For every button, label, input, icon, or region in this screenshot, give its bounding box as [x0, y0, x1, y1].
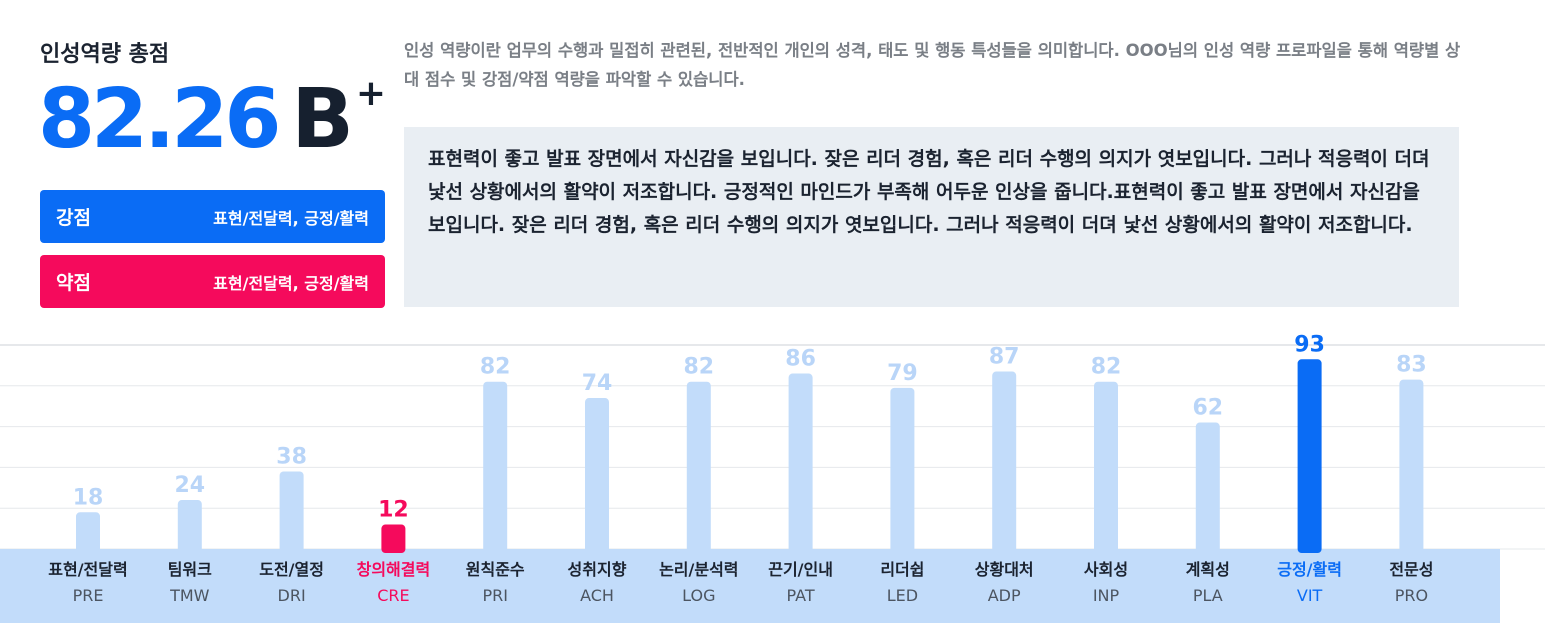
competency-bar-chart: 18 표현/전달력 PRE 24 팀워크 TMW 38 도전/열정 DRI 12 창의해결력 CRE 8… — [0, 332, 1545, 623]
category-code-label: CRE — [377, 586, 409, 605]
category-label: 리더쉽 — [880, 560, 924, 579]
bar — [686, 381, 711, 553]
bar — [992, 371, 1017, 553]
bar — [1297, 359, 1322, 553]
bar-value-label: 86 — [785, 347, 816, 372]
category-label: 상황대처 — [975, 560, 1034, 579]
category-code-label: PAT — [787, 586, 815, 605]
weakness-badge: 약점 표현/전달력, 긍정/활력 — [40, 255, 385, 308]
category-label: 표현/전달력 — [48, 560, 127, 579]
summary-text: 표현력이 좋고 발표 장면에서 자신감을 보입니다. 잦은 리더 경험, 혹은 … — [428, 148, 1430, 236]
bar — [381, 524, 406, 553]
bar — [1094, 381, 1118, 553]
bar-value-label: 79 — [887, 361, 918, 386]
strength-value: 표현/전달력, 긍정/활력 — [213, 208, 369, 228]
bar — [483, 381, 508, 553]
category-code-label: ADP — [988, 586, 1021, 605]
category-label: 끈기/인내 — [768, 560, 833, 579]
bar-value-label: 38 — [276, 444, 307, 469]
bar — [890, 387, 915, 553]
strength-label: 강점 — [56, 207, 91, 229]
category-code-label: PRE — [73, 586, 104, 605]
bar-value-label: 82 — [683, 355, 714, 380]
category-label: 도전/열정 — [259, 560, 324, 579]
bar-value-label: 62 — [1192, 396, 1223, 421]
bar — [177, 500, 202, 553]
score-title: 인성역량 총점 — [40, 42, 170, 67]
bar-value-label: 12 — [378, 498, 409, 523]
bar-value-label: 82 — [480, 355, 511, 380]
score-value: 82.26 — [38, 72, 281, 167]
category-code-label: LOG — [682, 586, 715, 605]
strength-badge: 강점 표현/전달력, 긍정/활력 — [40, 190, 385, 243]
bar-value-label: 83 — [1396, 353, 1427, 378]
category-label: 팀워크 — [168, 560, 212, 579]
category-label: 전문성 — [1389, 560, 1433, 579]
category-label: 논리/분석력 — [659, 560, 738, 579]
category-code-label: PLA — [1193, 586, 1223, 605]
category-code-label: VIT — [1297, 586, 1323, 605]
bar-value-label: 93 — [1294, 332, 1325, 357]
grade-letter: B — [291, 72, 354, 167]
summary-box: 표현력이 좋고 발표 장면에서 자신감을 보입니다. 잦은 리더 경험, 혹은 … — [404, 127, 1459, 307]
bar-value-label: 82 — [1091, 355, 1122, 380]
grade-modifier: + — [355, 73, 387, 114]
category-code-label: PRI — [482, 586, 507, 605]
bar — [1399, 379, 1424, 553]
category-label: 긍정/활력 — [1277, 560, 1342, 579]
bar-value-label: 24 — [174, 473, 205, 498]
weakness-label: 약점 — [56, 272, 91, 294]
bar — [788, 373, 813, 553]
category-code-label: LED — [887, 586, 918, 605]
category-label: 사회성 — [1084, 560, 1128, 579]
weakness-value: 표현/전달력, 긍정/활력 — [213, 273, 369, 293]
category-code-label: TMW — [169, 586, 210, 605]
category-code-label: PRO — [1395, 586, 1428, 605]
category-code-label: ACH — [580, 586, 614, 605]
category-label: 원칙준수 — [466, 560, 525, 579]
bar-value-label: 87 — [989, 345, 1020, 370]
bar — [585, 398, 609, 553]
category-label: 계획성 — [1186, 560, 1230, 579]
bar — [76, 512, 100, 553]
category-code-label: INP — [1093, 586, 1120, 605]
category-code-label: DRI — [278, 586, 306, 605]
category-label: 창의해결력 — [357, 560, 431, 579]
bar — [279, 471, 304, 553]
bar-value-label: 74 — [582, 371, 613, 396]
bar — [1195, 422, 1220, 553]
bar-value-label: 18 — [73, 485, 104, 510]
category-axis-band — [0, 549, 1500, 623]
intro-text: 인성 역량이란 업무의 수행과 밀접히 관련된, 전반적인 개인의 성격, 태도… — [404, 41, 1461, 89]
total-score: 82.26 B+ — [38, 72, 387, 170]
category-label: 성취지향 — [568, 560, 627, 579]
